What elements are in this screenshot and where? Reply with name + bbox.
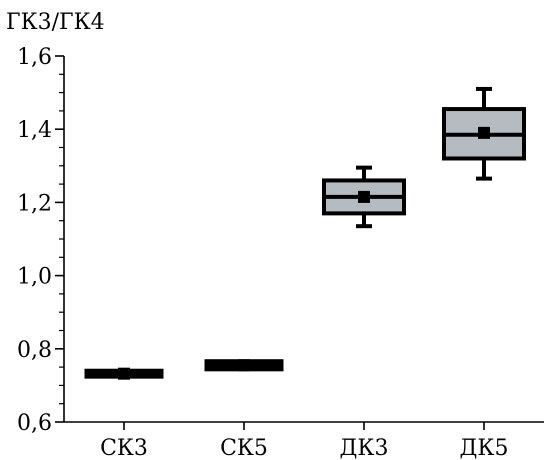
box-ДК5 [442, 86, 526, 181]
x-tick-label: ДК5 [460, 436, 509, 460]
y-tick-label: 1,6 [17, 45, 52, 70]
tick-labels: 0,6 0,8 1,0 1,2 1,4 1,6 СК3 СК5 ДК3 ДК5 [17, 45, 508, 460]
x-tick-label: СК3 [100, 436, 148, 460]
mean-marker [358, 190, 370, 203]
y-tick-label: 1,2 [17, 191, 52, 216]
x-tick-label: ДК3 [340, 436, 389, 460]
y-tick-label: 1,0 [17, 265, 52, 290]
y-tick-label: 0,6 [17, 411, 52, 436]
y-tick-label: 1,4 [17, 118, 52, 143]
axes [55, 55, 544, 430]
mean-marker [238, 359, 250, 372]
x-tick-label: СК5 [220, 436, 268, 460]
y-axis-label: ГК3/ГК4 [6, 10, 105, 35]
y-tick-label: 0,8 [17, 338, 52, 363]
mean-marker [118, 367, 130, 380]
box-СК3 [84, 367, 164, 380]
box-СК5 [204, 359, 284, 372]
box-ДК3 [322, 165, 406, 229]
boxes [84, 86, 526, 380]
mean-marker [478, 126, 490, 139]
